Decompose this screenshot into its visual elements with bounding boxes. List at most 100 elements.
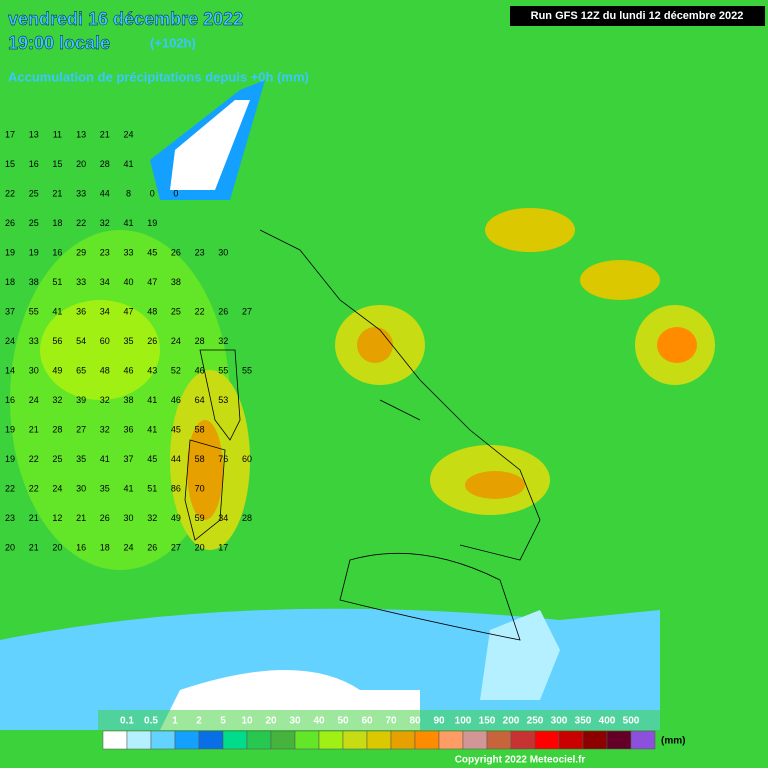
legend-label: 400 [599, 716, 616, 727]
grid-value: 24 [123, 129, 133, 139]
grid-value: 38 [123, 395, 133, 405]
legend-swatch [438, 730, 464, 750]
grid-value: 32 [147, 513, 157, 523]
grid-value: 48 [100, 365, 110, 375]
grid-value: 54 [76, 336, 86, 346]
legend-label: 70 [385, 716, 397, 727]
legend-swatch [558, 730, 584, 750]
grid-value: 13 [76, 129, 86, 139]
grid-value: 32 [100, 395, 110, 405]
grid-value: 26 [218, 306, 228, 316]
grid-value: 26 [171, 247, 181, 257]
grid-value: 30 [29, 365, 39, 375]
grid-value: 20 [195, 542, 205, 552]
grid-value: 49 [171, 513, 181, 523]
coastline [259, 229, 541, 561]
grid-value: 51 [52, 277, 62, 287]
grid-value: 25 [29, 218, 39, 228]
grid-value: 41 [123, 483, 133, 493]
grid-value: 22 [5, 483, 15, 493]
legend-label: 2 [196, 716, 202, 727]
grid-value: 33 [76, 277, 86, 287]
grid-value: 19 [5, 454, 15, 464]
grid-value: 22 [5, 188, 15, 198]
grid-value: 86 [171, 483, 181, 493]
precip-area [485, 208, 575, 252]
legend-label: 0.1 [120, 716, 134, 727]
grid-value: 16 [52, 247, 62, 257]
grid-value: 53 [218, 395, 228, 405]
grid-value: 32 [52, 395, 62, 405]
grid-value: 55 [29, 306, 39, 316]
legend-label: 200 [503, 716, 520, 727]
grid-value: 32 [100, 424, 110, 434]
grid-value: 47 [123, 306, 133, 316]
grid-value: 26 [147, 542, 157, 552]
grid-value: 48 [147, 306, 157, 316]
grid-value: 37 [123, 454, 133, 464]
legend-swatch [126, 730, 152, 750]
grid-value: 34 [100, 306, 110, 316]
legend-swatch [486, 730, 512, 750]
grid-value: 26 [5, 218, 15, 228]
grid-value: 17 [5, 129, 15, 139]
grid-value: 24 [5, 336, 15, 346]
grid-value: 19 [5, 424, 15, 434]
grid-value: 58 [195, 454, 205, 464]
grid-value: 26 [100, 513, 110, 523]
legend-label: 100 [455, 716, 472, 727]
grid-value: 22 [29, 483, 39, 493]
legend-label: 5 [220, 716, 226, 727]
grid-value: 15 [52, 159, 62, 169]
grid-value: 44 [171, 454, 181, 464]
grid-value: 19 [147, 218, 157, 228]
legend-swatch [534, 730, 560, 750]
grid-value: 41 [147, 424, 157, 434]
grid-value: 28 [242, 513, 252, 523]
legend-label: 40 [313, 716, 325, 727]
grid-value: 40 [123, 277, 133, 287]
grid-value: 33 [29, 336, 39, 346]
grid-value: 36 [123, 424, 133, 434]
grid-value: 30 [76, 483, 86, 493]
legend-swatch [510, 730, 536, 750]
legend-swatch [606, 730, 632, 750]
grid-value: 47 [147, 277, 157, 287]
precip-area [465, 471, 525, 499]
grid-value: 0 [173, 188, 178, 198]
run-label: Run GFS 12Z du lundi 12 décembre 2022 [531, 10, 744, 22]
grid-value: 25 [171, 306, 181, 316]
copyright: Copyright 2022 Meteociel.fr [455, 755, 586, 766]
grid-value: 27 [242, 306, 252, 316]
legend-label: 250 [527, 716, 544, 727]
legend-swatch [366, 730, 392, 750]
grid-value: 28 [195, 336, 205, 346]
legend-label: 80 [409, 716, 421, 727]
grid-value: 41 [147, 395, 157, 405]
grid-value: 30 [218, 247, 228, 257]
grid-value: 16 [76, 542, 86, 552]
grid-value: 45 [147, 247, 157, 257]
legend-swatch [342, 730, 368, 750]
lead-time: (+102h) [150, 35, 196, 50]
precip-area [357, 327, 393, 363]
grid-value: 51 [147, 483, 157, 493]
grid-value: 18 [52, 218, 62, 228]
legend-label: 90 [433, 716, 445, 727]
legend-swatch [318, 730, 344, 750]
grid-value: 46 [171, 395, 181, 405]
legend-swatch [582, 730, 608, 750]
legend-label: 300 [551, 716, 568, 727]
grid-value: 46 [123, 365, 133, 375]
precip-area [580, 260, 660, 300]
grid-value: 33 [123, 247, 133, 257]
grid-value: 29 [76, 247, 86, 257]
grid-value: 56 [52, 336, 62, 346]
grid-value: 38 [171, 277, 181, 287]
grid-value: 52 [171, 365, 181, 375]
grid-value: 36 [76, 306, 86, 316]
legend-swatch [414, 730, 440, 750]
grid-value: 41 [52, 306, 62, 316]
legend-label: 50 [337, 716, 349, 727]
